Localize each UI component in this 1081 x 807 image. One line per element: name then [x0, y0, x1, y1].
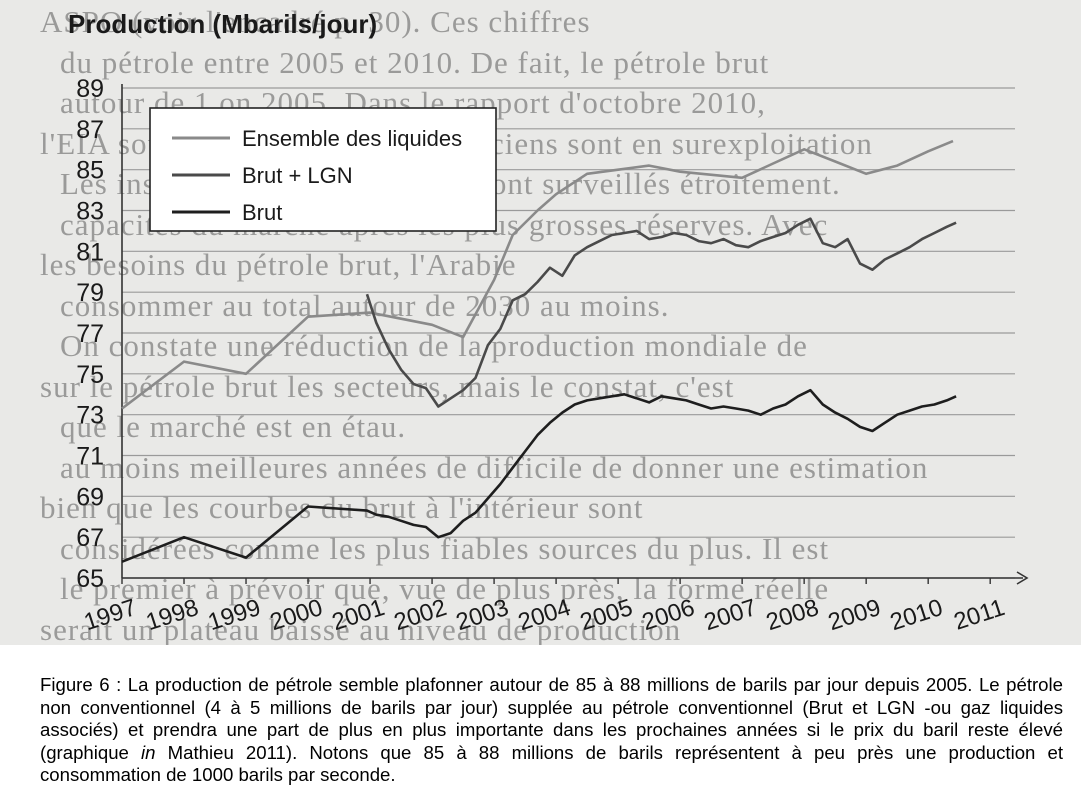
x-axis-arrow	[1016, 571, 1029, 585]
background-text-line: du pétrole entre 2005 et 2010. De fait, …	[60, 44, 770, 80]
x-tick-label: 2006	[639, 594, 698, 636]
x-tick-label: 2009	[825, 594, 884, 636]
x-tick-label: 2011	[951, 594, 1008, 636]
caption-italic: in	[141, 741, 156, 763]
background-text-line: On constate une réduction de la producti…	[60, 328, 808, 363]
legend-label: Brut + LGN	[242, 163, 353, 188]
chart-title: Production (Mbarils/jour)	[68, 9, 377, 39]
y-tick-label: 65	[76, 565, 104, 593]
y-tick-label: 85	[76, 157, 104, 185]
x-tick-label: 2010	[887, 594, 946, 636]
x-tick-label: 2002	[391, 594, 450, 636]
background-text-line: consommer au total autour de 2030 au moi…	[60, 287, 670, 323]
x-tick-label: 1998	[143, 594, 202, 636]
x-tick-label: 1999	[205, 594, 264, 636]
y-tick-label: 89	[76, 75, 104, 103]
background-text-line: les besoins du pétrole brut, l'Arabie	[40, 247, 517, 282]
legend-label: Brut	[242, 200, 282, 225]
x-tick-label: 2001	[329, 594, 388, 636]
series-line	[365, 217, 957, 408]
x-tick-label: 2003	[453, 594, 512, 636]
y-tick-label: 83	[76, 198, 104, 226]
y-tick-label: 75	[76, 361, 104, 389]
y-tick-label: 69	[76, 483, 104, 511]
y-tick-label: 81	[76, 238, 104, 266]
background-text-line: le premier à prévoir que, vue de plus pr…	[60, 571, 830, 606]
figure-caption: Figure 6 : La production de pétrole semb…	[40, 674, 1063, 787]
legend-label: Ensemble des liquides	[242, 126, 462, 151]
caption-text: Figure 6 : La production de pétrole semb…	[40, 674, 1063, 763]
y-tick-label: 71	[76, 443, 104, 471]
x-tick-label: 2007	[701, 594, 760, 636]
series-line	[121, 139, 954, 410]
y-tick-label: 87	[76, 116, 104, 144]
x-tick-label: 1997	[81, 594, 140, 636]
background-text-line: ASPO (voir l'encadré p. 30). Ces chiffre…	[40, 4, 591, 39]
y-tick-label: 77	[76, 320, 104, 348]
caption-text-end: Mathieu 2011). Notons que 85 à 88 millio…	[40, 741, 1063, 786]
series-line	[121, 388, 957, 563]
chart-figure: ASPO (voir l'encadré p. 30). Ces chiffre…	[0, 0, 1081, 645]
background-text-line: serait un plateau baissé au niveau de pr…	[40, 611, 682, 646]
y-tick-label: 79	[76, 279, 104, 307]
x-tick-label: 2005	[577, 594, 636, 636]
x-tick-label: 2008	[763, 594, 822, 636]
y-tick-label: 67	[76, 524, 104, 552]
y-tick-label: 73	[76, 402, 104, 430]
x-tick-label: 2000	[267, 594, 326, 636]
x-tick-label: 2004	[515, 594, 574, 636]
